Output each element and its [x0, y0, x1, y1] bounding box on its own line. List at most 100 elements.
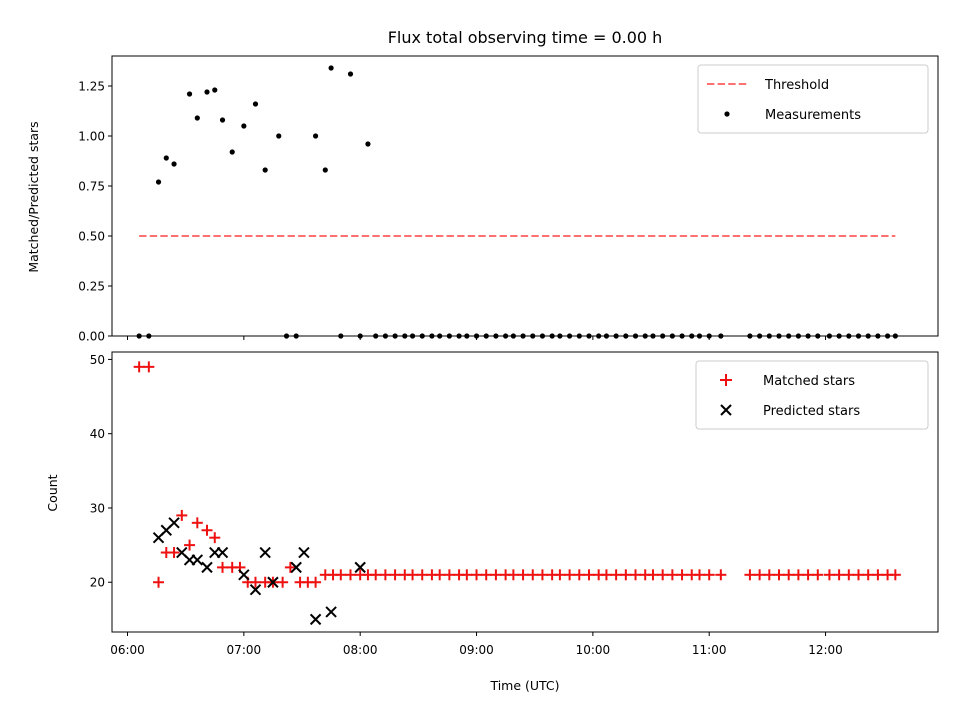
predicted-star-point	[259, 546, 271, 559]
matched-star-point	[600, 569, 612, 581]
legend-measurements-swatch	[724, 111, 730, 117]
bottom-legend-box	[695, 360, 929, 430]
predicted-star-point	[309, 613, 322, 626]
matched-star-point	[335, 569, 347, 581]
predicted-star-point	[290, 561, 302, 574]
matched-star-point	[191, 517, 203, 529]
matched-star-point	[889, 569, 901, 581]
matched-star-point	[610, 569, 622, 581]
matched-star-point	[647, 569, 659, 581]
measurement-point	[163, 155, 169, 161]
measurement-point	[328, 65, 334, 71]
top-y-tick-label: 1.25	[78, 80, 105, 94]
matched-star-point	[201, 524, 213, 536]
bottom-y-tick-label: 20	[90, 576, 105, 590]
measurement-point	[204, 89, 210, 95]
matched-star-point	[277, 576, 289, 588]
matched-star-point	[715, 569, 727, 581]
matched-star-point	[389, 569, 401, 581]
matched-star-point	[630, 569, 642, 581]
predicted-star-point	[168, 517, 180, 529]
matched-star-point	[872, 569, 884, 581]
matched-star-point	[676, 569, 688, 581]
predicted-star-point	[298, 546, 310, 559]
matched-star-point	[812, 569, 824, 581]
top-y-tick-label: 1.00	[78, 130, 105, 144]
x-tick-label: 11:00	[692, 643, 727, 657]
matched-star-point	[209, 532, 221, 544]
matched-star-point	[168, 547, 180, 559]
matched-star-point	[471, 569, 483, 581]
measurement-point	[186, 91, 193, 97]
predicted-star-point	[354, 561, 366, 574]
top-axes-frame	[111, 55, 939, 337]
matched-star-point	[527, 569, 539, 581]
predicted-star-point	[216, 546, 229, 559]
matched-star-point	[370, 569, 382, 581]
top-panel: Flux total observing time = 0.00 h Match…	[26, 28, 939, 344]
matched-star-point	[843, 569, 855, 581]
matched-star-point	[517, 569, 529, 581]
matched-star-point	[507, 569, 519, 581]
matched-star-point	[783, 569, 795, 581]
top-y-tick-label: 0.50	[78, 230, 105, 244]
measurement-point	[212, 87, 218, 93]
legend-predicted-swatch	[720, 404, 732, 416]
matched-star-point	[249, 576, 261, 588]
top-y-axis-label: Matched/Predicted stars	[26, 121, 41, 272]
matched-star-point	[754, 569, 766, 581]
top-y-tick-label: 0.00	[78, 330, 105, 344]
measurement-point	[229, 149, 235, 155]
measurement-point	[312, 133, 319, 139]
matched-star-point	[773, 569, 785, 581]
predicted-star-point	[201, 561, 213, 574]
matched-star-point	[176, 509, 188, 521]
chart-title: Flux total observing time = 0.00 h	[388, 28, 663, 47]
legend-measurements-label: Measurements	[765, 108, 861, 123]
matched-star-point	[763, 569, 775, 581]
measurement-point	[276, 133, 282, 139]
bottom-panel: Count Time (UTC) 20 30 40 50 06:00 07:00 08:0…	[45, 351, 939, 693]
legend-threshold-label: Threshold	[764, 78, 829, 93]
measurement-point	[155, 179, 162, 185]
matched-star-point	[657, 569, 669, 581]
matched-star-point	[490, 569, 502, 581]
measurement-point	[194, 115, 200, 121]
predicted-star-point	[267, 576, 279, 588]
x-tick-label: 07:00	[227, 643, 262, 657]
matched-star-point	[694, 569, 706, 581]
measurement-point	[241, 123, 247, 129]
matched-star-point	[434, 569, 446, 581]
matched-star-point	[666, 569, 678, 581]
matched-star-point	[744, 569, 756, 581]
bottom-x-ticks: 06:00 07:00 08:00 09:00 10:00 11:00 12:00	[110, 632, 843, 657]
matched-stars-points	[133, 361, 901, 588]
matched-star-point	[344, 569, 356, 581]
matched-star-point	[284, 561, 296, 573]
matched-star-point	[620, 569, 632, 581]
matched-star-point	[143, 361, 155, 373]
matched-star-point	[184, 539, 196, 551]
bottom-y-tick-label: 40	[90, 427, 105, 441]
matched-star-point	[407, 569, 419, 581]
matched-star-point	[554, 569, 566, 581]
matched-star-point	[853, 569, 865, 581]
measurement-point	[252, 101, 259, 107]
bottom-legend: Matched stars Predicted stars	[695, 360, 929, 430]
bottom-axes-frame	[111, 351, 939, 633]
x-tick-label: 09:00	[459, 643, 494, 657]
legend-matched-label: Matched stars	[763, 374, 855, 389]
measurement-point	[219, 117, 226, 123]
x-tick-label: 06:00	[110, 643, 145, 657]
measurement-point	[262, 167, 268, 173]
bottom-y-tick-label: 30	[90, 501, 105, 515]
predicted-star-point	[325, 606, 337, 618]
x-tick-label: 10:00	[576, 643, 611, 657]
bottom-y-axis-label: Count	[45, 474, 60, 511]
legend-matched-swatch	[720, 374, 732, 386]
predicted-star-point	[191, 554, 204, 566]
matched-star-point	[802, 569, 814, 581]
matched-star-point	[416, 569, 428, 581]
matched-star-point	[379, 569, 391, 581]
